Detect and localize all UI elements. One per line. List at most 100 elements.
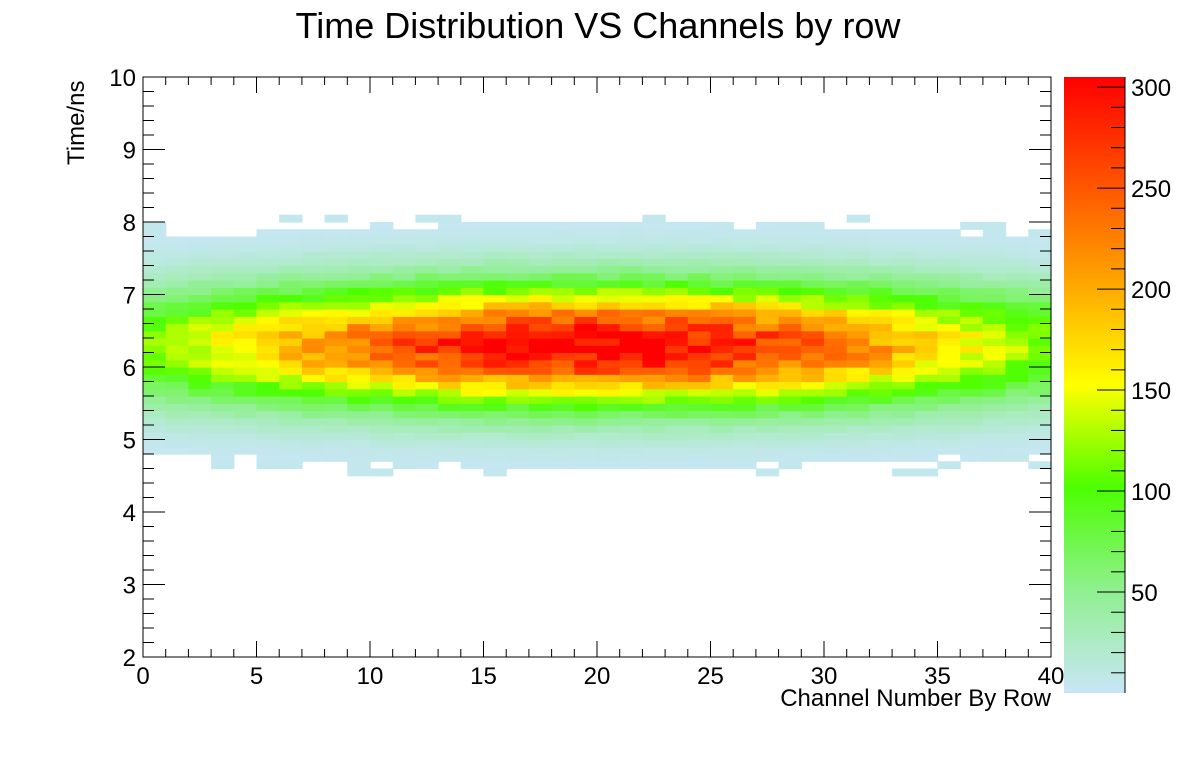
heatmap-cell	[324, 432, 348, 441]
heatmap-cell	[597, 265, 621, 274]
heatmap-cell	[438, 251, 462, 259]
heatmap-cell	[483, 359, 507, 368]
heatmap-cell	[483, 294, 507, 303]
heatmap-cell	[778, 309, 802, 317]
heatmap-cell	[483, 432, 507, 441]
heatmap-cell	[755, 425, 780, 433]
heatmap-cell	[370, 236, 394, 245]
heatmap-cell	[347, 258, 371, 267]
heatmap-cell	[710, 272, 734, 281]
heatmap-cell	[506, 294, 530, 303]
heatmap-cell	[892, 381, 916, 390]
heatmap-cell	[301, 410, 326, 419]
heatmap-cell	[665, 374, 689, 383]
heatmap-cell	[1005, 381, 1029, 390]
heatmap-cell	[982, 359, 1007, 368]
heatmap-cell	[460, 272, 485, 281]
heatmap-cell	[869, 280, 893, 288]
heatmap-cell	[960, 338, 984, 346]
heatmap-cell	[506, 446, 530, 455]
heatmap-cell	[233, 439, 258, 448]
heatmap-cell	[642, 367, 666, 375]
heatmap-cell	[574, 425, 598, 433]
heatmap-cell	[982, 323, 1007, 332]
heatmap-cell	[1028, 381, 1052, 390]
heatmap-cell	[892, 301, 916, 310]
heatmap-cell	[415, 323, 439, 332]
heatmap-cell	[733, 367, 757, 375]
heatmap-cell	[869, 352, 893, 361]
y-tick-label: 2	[123, 645, 136, 672]
heatmap-cell	[778, 265, 802, 274]
heatmap-cell	[256, 265, 280, 274]
heatmap-cell	[211, 367, 235, 375]
heatmap-cell	[324, 294, 348, 303]
heatmap-cell	[506, 323, 530, 332]
heatmap-cell	[642, 214, 666, 223]
heatmap-cell	[165, 359, 189, 368]
heatmap-cell	[960, 323, 984, 332]
heatmap-cell	[415, 301, 439, 310]
heatmap-cell	[869, 425, 893, 433]
heatmap-cell	[597, 410, 621, 419]
heatmap-cell	[937, 396, 961, 404]
heatmap-cell	[687, 258, 712, 267]
heatmap-cell	[347, 243, 371, 252]
heatmap-cell	[551, 265, 575, 274]
heatmap-cell	[233, 367, 258, 375]
heatmap-cell	[256, 323, 280, 332]
heatmap-cell	[1028, 461, 1052, 470]
heatmap-cell	[892, 236, 916, 245]
heatmap-cell	[256, 359, 280, 368]
heatmap-cell	[211, 301, 235, 310]
heatmap-cell	[687, 446, 712, 455]
heatmap-cell	[506, 338, 530, 346]
heatmap-cell	[846, 367, 870, 375]
heatmap-cell	[733, 352, 757, 361]
heatmap-cell	[233, 338, 258, 346]
heatmap-cell	[1028, 439, 1052, 448]
heatmap-cell	[733, 461, 757, 470]
heatmap-cell	[778, 323, 802, 332]
heatmap-cell	[279, 265, 303, 274]
heatmap-cell	[370, 330, 394, 339]
heatmap-cell	[710, 439, 734, 448]
heatmap-cell	[687, 367, 712, 375]
heatmap-cell	[324, 272, 348, 281]
heatmap-cell	[483, 345, 507, 354]
heatmap-cell	[143, 294, 167, 303]
heatmap-cell	[415, 359, 439, 368]
heatmap-cell	[982, 388, 1007, 397]
heatmap-cell	[892, 338, 916, 346]
heatmap-cell	[438, 396, 462, 404]
heatmap-cell	[1005, 287, 1029, 296]
heatmap-cell	[483, 272, 507, 281]
heatmap-cell	[755, 403, 780, 412]
heatmap-cell	[892, 446, 916, 455]
heatmap-cell	[665, 461, 689, 470]
heatmap-cell	[256, 309, 280, 317]
x-tick-label: 10	[357, 663, 384, 690]
heatmap-cell	[982, 417, 1007, 426]
heatmap-cell	[665, 323, 689, 332]
heatmap-cell	[256, 316, 280, 325]
y-tick-label: 8	[123, 210, 136, 237]
heatmap-cell	[324, 352, 348, 361]
heatmap-cell	[188, 417, 212, 426]
heatmap-cell	[460, 229, 485, 238]
heatmap-cell	[256, 381, 280, 390]
heatmap-cell	[551, 425, 575, 433]
heatmap-cell	[415, 236, 439, 245]
heatmap-cell	[801, 236, 825, 245]
heatmap-cell	[892, 229, 916, 238]
heatmap-cell	[233, 258, 258, 267]
heatmap-cell	[642, 338, 666, 346]
heatmap-cell	[301, 432, 326, 441]
heatmap-cell	[392, 338, 416, 346]
heatmap-cell	[460, 236, 485, 245]
heatmap-cell	[982, 309, 1007, 317]
heatmap-cell	[574, 446, 598, 455]
heatmap-cell	[370, 287, 394, 296]
heatmap-cell	[528, 222, 553, 230]
